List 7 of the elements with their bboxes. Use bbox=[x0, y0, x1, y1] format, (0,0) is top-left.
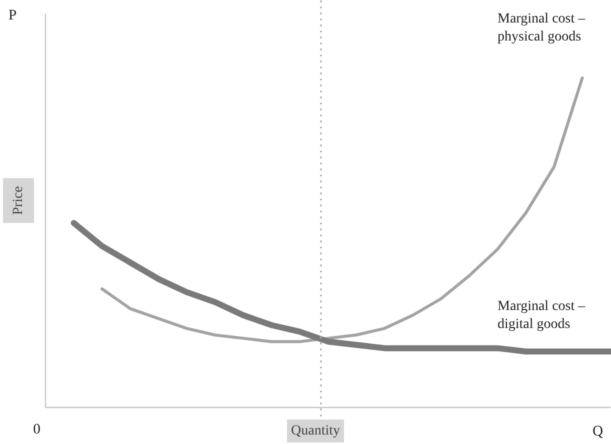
text: Q bbox=[592, 424, 604, 440]
y-axis-title: Price bbox=[11, 186, 26, 215]
series-label: Marginal cost – digital goods bbox=[498, 298, 586, 332]
text: Marginal cost – physical goods bbox=[498, 12, 586, 45]
text: P bbox=[8, 8, 17, 24]
x-axis-title: Quantity bbox=[291, 424, 340, 438]
text: 0 bbox=[33, 422, 40, 438]
